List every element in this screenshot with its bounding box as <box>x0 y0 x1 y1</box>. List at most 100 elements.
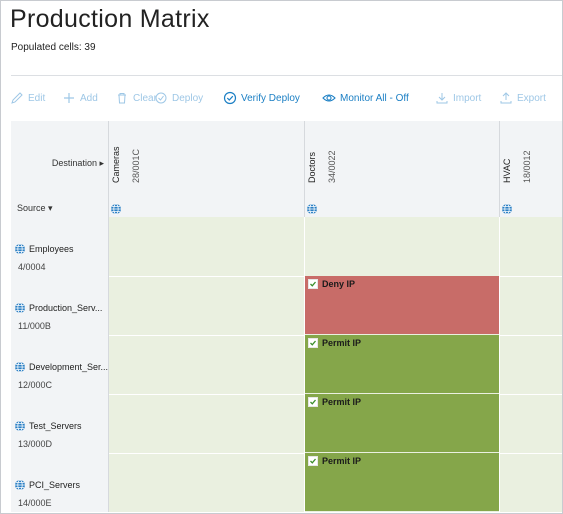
matrix-row-employees: Employees 4/0004 <box>11 217 562 277</box>
matrix-cell[interactable] <box>305 217 499 275</box>
column-divider <box>499 453 500 512</box>
column-code: 18/0012 <box>522 150 532 183</box>
row-code: 4/0004 <box>18 262 46 272</box>
check-circle-icon <box>223 91 237 105</box>
column-header-doctors[interactable]: Doctors 34/0022 <box>305 121 500 217</box>
column-divider <box>499 335 500 394</box>
policy-matrix: Destination ▸ Source ▾ Cameras 28/001C D… <box>11 121 562 513</box>
globe-icon <box>502 203 512 215</box>
globe-icon <box>15 361 25 373</box>
column-name: HVAC <box>502 158 512 183</box>
destination-label: Destination <box>51 158 97 168</box>
matrix-cell-permit[interactable]: Permit IP <box>305 335 499 393</box>
row-header[interactable]: Production_Serv... 11/000B <box>11 276 109 335</box>
cell-policy-label: Permit IP <box>322 456 362 466</box>
matrix-cell[interactable] <box>500 276 562 334</box>
row-code: 11/000B <box>18 321 51 331</box>
row-name: Test_Servers <box>29 421 82 431</box>
checkbox-icon <box>308 338 318 348</box>
export-label: Export <box>517 92 546 104</box>
column-divider <box>499 217 500 276</box>
matrix-cell[interactable] <box>109 394 304 452</box>
matrix-cell[interactable] <box>500 335 562 393</box>
cell-policy-label: Permit IP <box>322 338 362 348</box>
matrix-header: Destination ▸ Source ▾ Cameras 28/001C D… <box>11 121 562 218</box>
column-name: Cameras <box>111 146 121 183</box>
matrix-cell[interactable] <box>500 217 562 275</box>
add-button[interactable]: Add <box>62 87 98 109</box>
deploy-icon <box>155 92 167 104</box>
globe-icon <box>15 302 25 314</box>
row-code: 13/000D <box>18 439 53 449</box>
checkbox-icon <box>308 279 318 289</box>
matrix-cell[interactable] <box>500 453 562 511</box>
destination-sort[interactable]: Destination ▸ <box>52 158 104 169</box>
column-divider <box>304 453 305 512</box>
globe-icon <box>15 243 25 255</box>
matrix-row-pci-servers: PCI_Servers 14/000E Permit IP <box>11 453 562 513</box>
matrix-cell[interactable] <box>500 394 562 452</box>
column-header-hvac[interactable]: HVAC 18/0012 <box>500 121 562 217</box>
plus-icon <box>64 93 74 103</box>
row-name: Development_Ser... <box>29 362 109 372</box>
deploy-label: Deploy <box>172 92 204 104</box>
globe-icon <box>15 479 25 491</box>
column-header-cameras[interactable]: Cameras 28/001C <box>109 121 305 217</box>
caret-down-icon: ▾ <box>48 203 53 213</box>
row-name: PCI_Servers <box>29 480 81 490</box>
column-divider <box>304 394 305 453</box>
export-icon <box>500 92 512 104</box>
eye-icon <box>322 94 336 102</box>
edit-button[interactable]: Edit <box>10 87 45 109</box>
column-code: 28/001C <box>131 148 141 183</box>
add-label: Add <box>80 92 98 104</box>
import-label: Import <box>453 92 482 104</box>
caret-right-icon: ▸ <box>99 158 104 168</box>
matrix-cell-permit[interactable]: Permit IP <box>305 394 499 452</box>
clear-button[interactable]: Clear <box>115 87 157 109</box>
matrix-body: Employees 4/0004 Production_Serv... 1 <box>11 217 562 513</box>
column-code: 34/0022 <box>327 150 337 183</box>
matrix-cell[interactable] <box>109 335 304 393</box>
column-divider <box>304 276 305 335</box>
globe-icon <box>111 203 121 215</box>
matrix-row-production-servers: Production_Serv... 11/000B Deny IP <box>11 276 562 336</box>
pencil-icon <box>11 92 23 104</box>
edit-label: Edit <box>28 92 46 104</box>
row-header[interactable]: Employees 4/0004 <box>11 217 109 276</box>
source-sort[interactable]: Source ▾ <box>17 203 53 214</box>
verify-deploy-button[interactable]: Verify Deploy <box>223 87 300 109</box>
verify-deploy-label: Verify Deploy <box>241 92 300 104</box>
monitor-all-toggle[interactable]: Monitor All - Off <box>322 87 409 109</box>
populated-cells-count: Populated cells: 39 <box>11 42 96 53</box>
column-divider <box>499 394 500 453</box>
import-button[interactable]: Import <box>435 87 481 109</box>
globe-icon <box>307 203 317 215</box>
matrix-cell[interactable] <box>109 453 304 511</box>
source-label: Source <box>17 203 46 213</box>
matrix-row-test-servers: Test_Servers 13/000D Permit IP <box>11 394 562 454</box>
export-button[interactable]: Export <box>499 87 546 109</box>
checkbox-icon <box>308 397 318 407</box>
row-name: Employees <box>29 244 74 254</box>
matrix-cell[interactable] <box>109 217 304 275</box>
matrix-cell-permit[interactable]: Permit IP <box>305 453 499 511</box>
row-header[interactable]: Test_Servers 13/000D <box>11 394 109 453</box>
import-icon <box>436 93 448 104</box>
row-header[interactable]: Development_Ser... 12/000C <box>11 335 109 394</box>
deploy-button[interactable]: Deploy <box>154 87 203 109</box>
header-divider <box>11 75 562 76</box>
cell-policy-label: Deny IP <box>322 279 356 289</box>
clear-label: Clear <box>133 92 157 104</box>
row-header[interactable]: PCI_Servers 14/000E <box>11 453 109 512</box>
column-divider <box>499 276 500 335</box>
matrix-cell-deny[interactable]: Deny IP <box>305 276 499 334</box>
globe-icon <box>15 420 25 432</box>
row-name: Production_Serv... <box>29 303 103 313</box>
matrix-cell[interactable] <box>109 276 304 334</box>
checkbox-icon <box>308 456 318 466</box>
toolbar: Edit Add Clear Deploy Verify Deploy Moni… <box>1 87 562 109</box>
page-title: Production Matrix <box>10 5 210 33</box>
trash-icon <box>118 93 126 104</box>
